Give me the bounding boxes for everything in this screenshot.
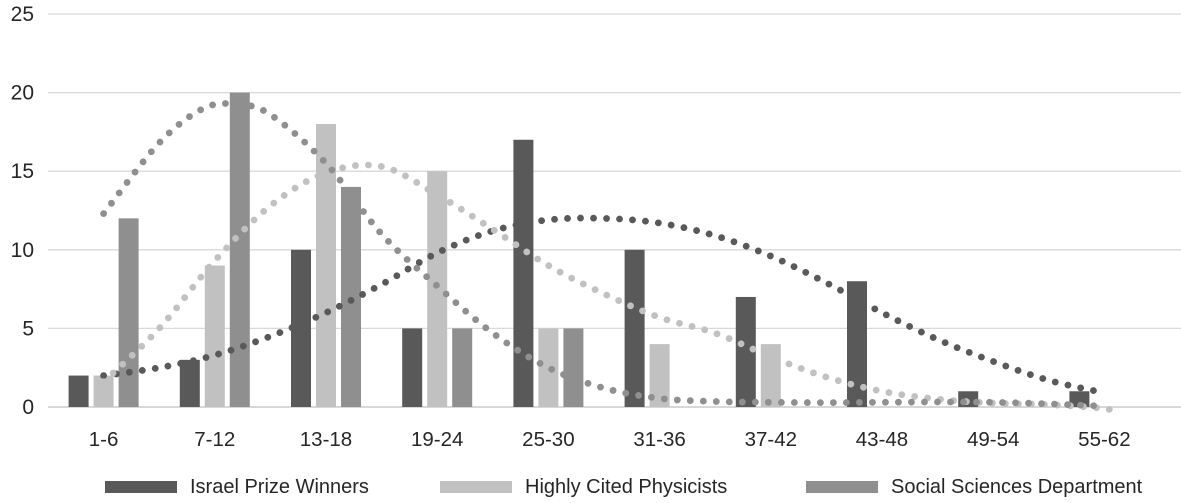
bar-israel-prize-winners (735, 296, 756, 407)
trendline-social-sciences-department (100, 100, 1108, 410)
x-tick-label: 7-12 (194, 428, 235, 451)
x-tick-label: 1-6 (89, 428, 119, 451)
plot-area: 0 5 10 15 20 25 1-6 7-12 13-18 19-24 25-30 31-36 37-… (11, 3, 1181, 451)
bar-social-sciences-department (229, 92, 250, 407)
bar-highly-cited-physicists (93, 375, 114, 407)
bar-highly-cited-physicists (204, 265, 225, 407)
bar-israel-prize-winners (1069, 391, 1090, 407)
x-tick-label: 49-54 (967, 428, 1019, 451)
x-tick-label: 13-18 (300, 428, 352, 451)
bar-highly-cited-physicists (316, 124, 336, 407)
x-tick-label: 31-36 (633, 428, 685, 451)
y-tick-label: 25 (11, 3, 34, 26)
x-tick-label: 19-24 (411, 428, 463, 451)
legend-item-social-sciences-department: Social Sciences Department (806, 474, 1142, 500)
trendline-israel-prize-winners (100, 214, 1108, 397)
legend-label: Highly Cited Physicists (525, 476, 728, 498)
legend-item-highly-cited-physicists: Highly Cited Physicists (440, 474, 727, 500)
bar-israel-prize-winners (68, 375, 89, 407)
bar-highly-cited-physicists (538, 328, 559, 407)
legend-swatch-highly-cited-physicists (440, 481, 512, 493)
legend: Israel Prize Winners Highly Cited Physic… (0, 474, 1181, 503)
bar-highly-cited-physicists (649, 344, 670, 407)
x-tick-label: 43-48 (856, 428, 908, 451)
legend-swatch-social-sciences-department (806, 481, 878, 493)
x-tick-label: 55-62 (1078, 428, 1130, 451)
bar-social-sciences-department (563, 328, 584, 407)
x-tick-label: 37-42 (745, 428, 797, 451)
legend-swatch-israel-prize-winners (105, 481, 177, 493)
y-tick-label: 15 (11, 160, 34, 183)
bar-israel-prize-winners (624, 249, 645, 407)
bar-social-sciences-department (118, 218, 139, 407)
x-tick-label: 25-30 (522, 428, 574, 451)
bar-israel-prize-winners (291, 249, 311, 407)
legend-item-israel-prize-winners: Israel Prize Winners (105, 474, 369, 500)
bar-israel-prize-winners (847, 281, 867, 407)
bar-israel-prize-winners (513, 139, 534, 407)
legend-label: Israel Prize Winners (190, 476, 369, 498)
legend-label: Social Sciences Department (891, 476, 1143, 498)
bar-israel-prize-winners (179, 359, 200, 407)
trendline-highly-cited-physicists (100, 161, 1125, 418)
y-tick-label: 5 (22, 317, 34, 340)
bar-social-sciences-department (452, 328, 473, 407)
bar-israel-prize-winners (402, 328, 423, 407)
y-tick-label: 10 (11, 239, 34, 262)
bar-highly-cited-physicists (427, 171, 448, 407)
y-tick-label: 20 (11, 82, 34, 105)
y-tick-label: 0 (22, 396, 34, 419)
bar-social-sciences-department (341, 186, 361, 407)
